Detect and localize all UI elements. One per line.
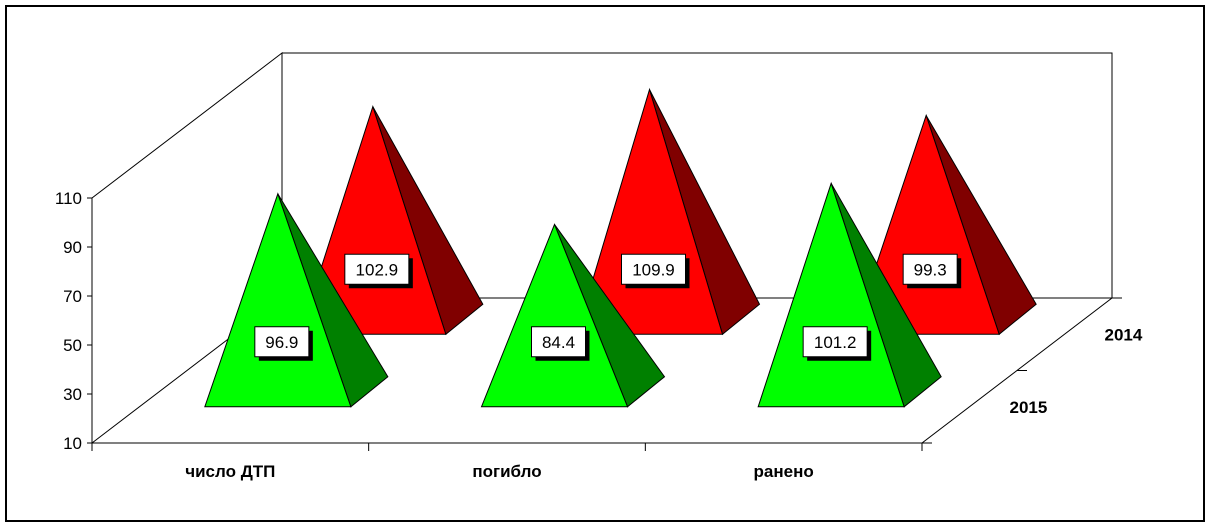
data-label: 96.9 bbox=[265, 333, 298, 352]
y-tick-label: 10 bbox=[63, 434, 82, 453]
data-label-box bbox=[254, 326, 310, 358]
chart-frame bbox=[87, 51, 1122, 451]
y-tick-label: 110 bbox=[55, 189, 82, 208]
chart-labels: 110 90 70 50 30 10 число ДТП погибло ранено 2014 2… bbox=[55, 189, 1143, 481]
pyramid-front bbox=[204, 192, 352, 408]
y-tick-label: 50 bbox=[63, 336, 82, 355]
pyramid-2014: 99.3 bbox=[852, 113, 1037, 336]
data-label-box bbox=[344, 253, 410, 285]
chart-marks: 102.9 109.9 99.3 96.9 84.4 101.2 bbox=[204, 87, 1037, 408]
data-label-box bbox=[902, 253, 958, 285]
data-label-box bbox=[531, 326, 586, 358]
series-label: 2015 bbox=[1010, 398, 1048, 417]
data-label: 109.9 bbox=[632, 260, 675, 279]
y-tick-label: 70 bbox=[63, 287, 82, 306]
category-label: погибло bbox=[472, 462, 541, 481]
pyramid-front bbox=[480, 223, 629, 408]
pyramid-2015: 96.9 bbox=[204, 192, 389, 408]
data-label: 101.2 bbox=[814, 333, 857, 352]
data-label: 99.3 bbox=[914, 260, 947, 279]
y-tick-label: 30 bbox=[63, 385, 82, 404]
data-label-box bbox=[621, 253, 686, 285]
back-wall bbox=[282, 52, 1113, 298]
data-label-box bbox=[802, 326, 868, 358]
data-label: 102.9 bbox=[356, 260, 399, 279]
left-wall bbox=[91, 51, 283, 443]
y-tick-label: 90 bbox=[63, 238, 82, 257]
pyramid-2015: 84.4 bbox=[480, 223, 666, 408]
category-label: ранено bbox=[754, 462, 814, 481]
pyramid-front bbox=[852, 113, 1000, 335]
series-label: 2014 bbox=[1105, 325, 1143, 344]
pyramid-2014: 102.9 bbox=[299, 105, 484, 336]
category-label: число ДТП bbox=[185, 462, 275, 481]
pyramid-2014: 109.9 bbox=[575, 87, 761, 336]
data-label: 84.4 bbox=[542, 333, 575, 352]
pyramid-2015: 101.2 bbox=[757, 181, 942, 408]
